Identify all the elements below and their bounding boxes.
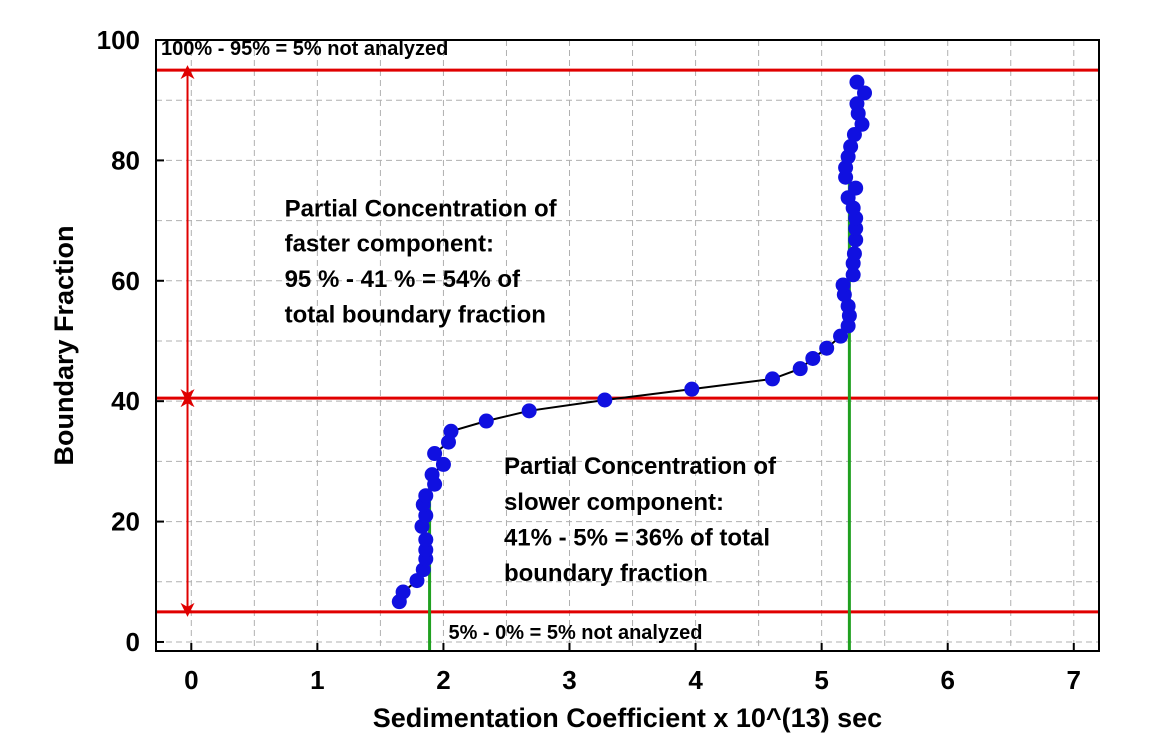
annotations: 100% - 95% = 5% not analyzed Partial Conc…: [161, 38, 777, 644]
x-tick-label: 3: [562, 665, 576, 695]
x-tick-label: 1: [310, 665, 324, 695]
x-axis-ticks: 0 1 2 3 4 5 6 7: [184, 643, 1081, 695]
x-tick-label: 2: [436, 665, 450, 695]
horizontal-marker-lines: [156, 68, 1099, 614]
data-point: [848, 232, 864, 248]
y-tick-label: 100: [97, 25, 140, 55]
data-point: [764, 371, 780, 387]
data-point: [849, 74, 865, 90]
data-point: [424, 467, 440, 483]
x-tick-label: 7: [1067, 665, 1081, 695]
annotation-text: faster component:: [285, 230, 494, 257]
x-tick-label: 0: [184, 665, 198, 695]
annotation-text: Partial Concentration of: [504, 453, 777, 480]
y-tick-label: 80: [111, 145, 140, 175]
data-point: [435, 456, 451, 472]
y-axis-title: Boundary Fraction: [49, 225, 79, 465]
data-point: [819, 340, 835, 356]
data-point: [409, 573, 425, 589]
data-point: [849, 96, 865, 112]
data-point: [843, 139, 859, 155]
data-point: [835, 277, 851, 293]
y-tick-label: 60: [111, 266, 140, 296]
data-series: [391, 74, 873, 610]
data-point: [418, 488, 434, 504]
data-point: [848, 180, 864, 196]
data-point: [427, 446, 443, 462]
x-tick-label: 4: [688, 665, 703, 695]
data-point: [840, 298, 856, 314]
y-tick-label: 0: [126, 627, 140, 657]
y-axis-ticks: 0 20 40 60 80 100: [97, 25, 164, 657]
data-point: [833, 328, 849, 344]
data-point: [395, 584, 411, 600]
annotation-text: total boundary fraction: [285, 301, 546, 328]
x-axis-title: Sedimentation Coefficient x 10^(13) sec: [373, 703, 882, 733]
data-point: [597, 392, 613, 408]
annotation-text: 41% - 5% = 36% of total: [504, 525, 770, 552]
data-point: [845, 267, 861, 283]
data-point: [684, 381, 700, 397]
annotation-text: 5% - 0% = 5% not analyzed: [448, 622, 702, 644]
x-tick-label: 6: [940, 665, 954, 695]
data-point: [846, 127, 862, 143]
data-point: [418, 532, 434, 548]
annotation-text: 100% - 95% = 5% not analyzed: [161, 38, 448, 60]
annotation-text: 95 % - 41 % = 54% of: [285, 266, 521, 293]
data-point: [846, 246, 862, 262]
y-tick-label: 20: [111, 507, 140, 537]
data-point: [805, 350, 821, 366]
data-point: [521, 403, 537, 419]
data-point: [857, 85, 873, 101]
y-tick-label: 40: [111, 386, 140, 416]
grid: [156, 39, 1099, 651]
annotation-text: boundary fraction: [504, 560, 708, 587]
annotation-text: slower component:: [504, 489, 724, 516]
x-tick-label: 5: [814, 665, 828, 695]
data-point: [443, 423, 459, 439]
data-point: [478, 413, 494, 429]
plot-frame: [155, 39, 1100, 652]
annotation-text: Partial Concentration of: [285, 195, 558, 222]
data-point: [792, 361, 808, 377]
